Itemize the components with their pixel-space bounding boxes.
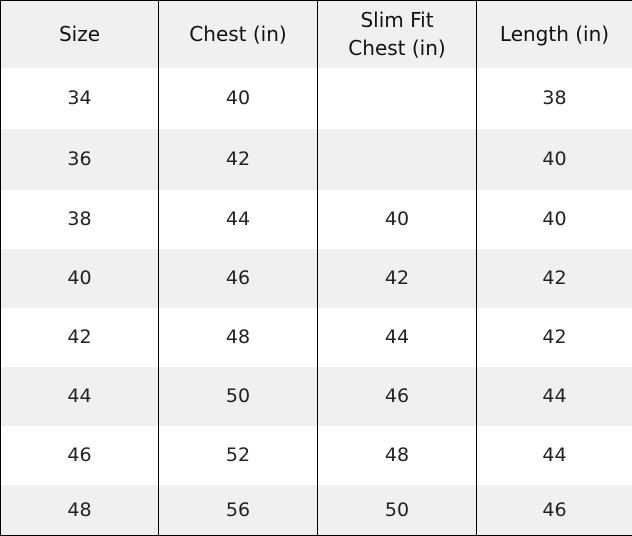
cell-chest: 44 bbox=[159, 190, 318, 249]
cell-length: 44 bbox=[477, 367, 632, 426]
cell-chest: 50 bbox=[159, 367, 318, 426]
cell-chest: 40 bbox=[159, 68, 318, 129]
cell-chest: 52 bbox=[159, 426, 318, 485]
cell-size: 34 bbox=[1, 68, 159, 129]
header-slim-line-1: Slim Fit bbox=[360, 8, 433, 32]
cell-chest: 46 bbox=[159, 249, 318, 308]
cell-chest: 42 bbox=[159, 129, 318, 190]
cell-slim-fit-chest: 50 bbox=[318, 485, 477, 536]
cell-chest: 48 bbox=[159, 308, 318, 367]
cell-size: 48 bbox=[1, 485, 159, 536]
cell-length: 44 bbox=[477, 426, 632, 485]
cell-size: 46 bbox=[1, 426, 159, 485]
header-length: Length (in) bbox=[477, 1, 632, 68]
cell-size: 42 bbox=[1, 308, 159, 367]
header-size: Size bbox=[1, 1, 159, 68]
cell-slim-fit-chest: 48 bbox=[318, 426, 477, 485]
header-row: Size Chest (in) Slim Fit Chest (in) Leng… bbox=[1, 1, 632, 68]
cell-slim-fit-chest bbox=[318, 68, 477, 129]
cell-length: 46 bbox=[477, 485, 632, 536]
cell-size: 38 bbox=[1, 190, 159, 249]
cell-length: 42 bbox=[477, 308, 632, 367]
cell-length: 42 bbox=[477, 249, 632, 308]
cell-size: 40 bbox=[1, 249, 159, 308]
header-slim-line-2: Chest (in) bbox=[348, 36, 445, 60]
cell-slim-fit-chest bbox=[318, 129, 477, 190]
cell-slim-fit-chest: 44 bbox=[318, 308, 477, 367]
cell-size: 36 bbox=[1, 129, 159, 190]
cell-slim-fit-chest: 46 bbox=[318, 367, 477, 426]
cell-length: 40 bbox=[477, 190, 632, 249]
cell-slim-fit-chest: 42 bbox=[318, 249, 477, 308]
cell-length: 38 bbox=[477, 68, 632, 129]
cell-length: 40 bbox=[477, 129, 632, 190]
cell-slim-fit-chest: 40 bbox=[318, 190, 477, 249]
header-slim-fit-chest: Slim Fit Chest (in) bbox=[318, 1, 477, 68]
cell-chest: 56 bbox=[159, 485, 318, 536]
header-chest: Chest (in) bbox=[159, 1, 318, 68]
cell-size: 44 bbox=[1, 367, 159, 426]
